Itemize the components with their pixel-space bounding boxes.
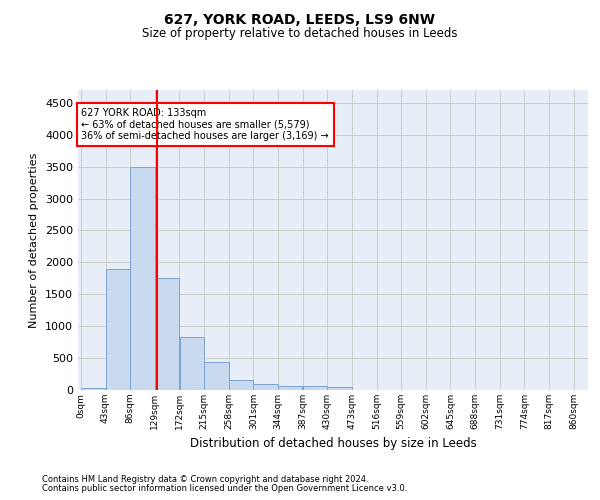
Bar	[81, 388, 106, 390]
X-axis label: Distribution of detached houses by size in Leeds: Distribution of detached houses by size …	[190, 438, 476, 450]
Bar	[179, 338, 204, 390]
Bar	[303, 386, 327, 390]
Bar	[278, 386, 302, 390]
Bar	[253, 384, 278, 390]
Bar	[204, 362, 229, 390]
Text: 627 YORK ROAD: 133sqm
← 63% of detached houses are smaller (5,579)
36% of semi-d: 627 YORK ROAD: 133sqm ← 63% of detached …	[82, 108, 329, 141]
Y-axis label: Number of detached properties: Number of detached properties	[29, 152, 40, 328]
Bar	[229, 380, 253, 390]
Bar	[106, 268, 130, 390]
Bar	[130, 166, 155, 390]
Text: Contains HM Land Registry data © Crown copyright and database right 2024.: Contains HM Land Registry data © Crown c…	[42, 476, 368, 484]
Text: Size of property relative to detached houses in Leeds: Size of property relative to detached ho…	[142, 28, 458, 40]
Bar	[155, 278, 179, 390]
Text: Contains public sector information licensed under the Open Government Licence v3: Contains public sector information licen…	[42, 484, 407, 493]
Bar	[328, 387, 352, 390]
Text: 627, YORK ROAD, LEEDS, LS9 6NW: 627, YORK ROAD, LEEDS, LS9 6NW	[164, 12, 436, 26]
